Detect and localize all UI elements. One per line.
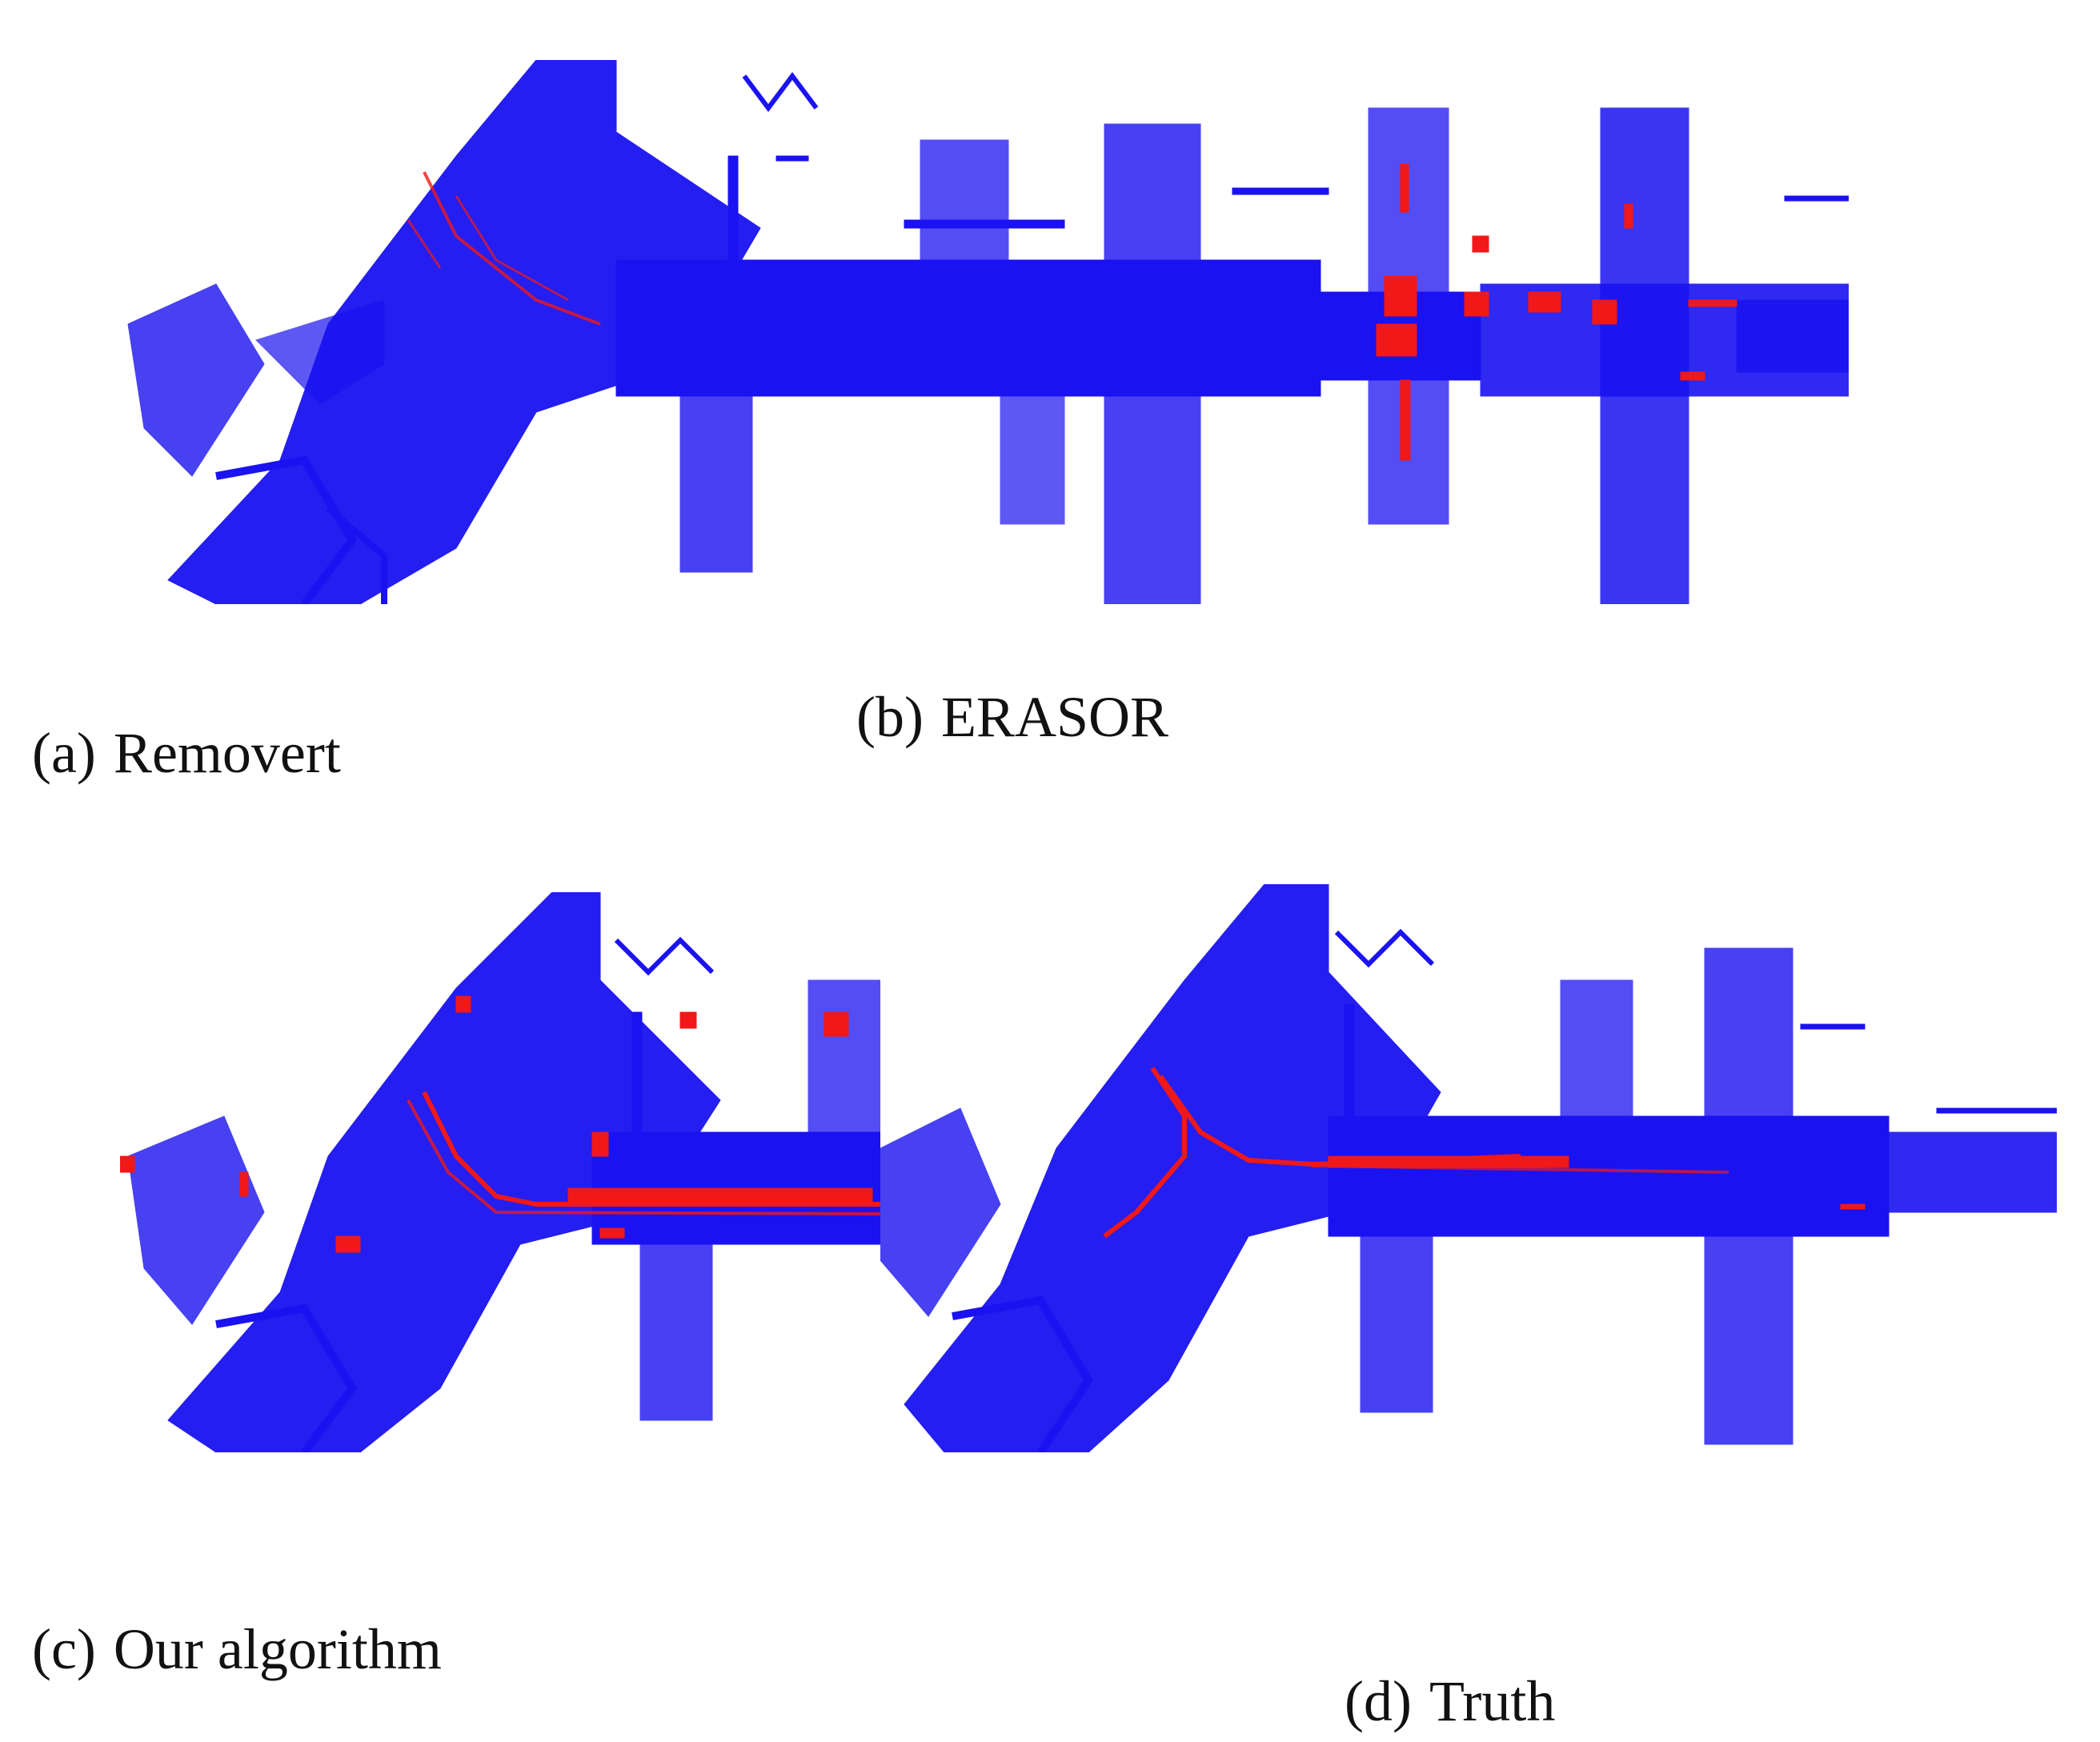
point-cloud-svg-top bbox=[127, 60, 1849, 604]
point-cloud-svg-d bbox=[880, 884, 2057, 1452]
caption-b-label: ERASOR bbox=[940, 685, 1169, 749]
caption-d-tag: (d) bbox=[1345, 1669, 1412, 1733]
point-cloud-map-d bbox=[880, 884, 2057, 1452]
caption-b: (b) ERASOR bbox=[856, 684, 1168, 751]
point-cloud-svg-c bbox=[120, 892, 880, 1452]
caption-c-tag: (c) bbox=[32, 1617, 96, 1681]
caption-a-tag: (a) bbox=[32, 721, 96, 785]
point-cloud-map-c bbox=[120, 892, 880, 1452]
caption-d: (d) Truth bbox=[1345, 1668, 1555, 1735]
caption-b-tag: (b) bbox=[856, 685, 924, 749]
caption-c: (c) Our algorithm bbox=[32, 1616, 442, 1683]
caption-d-label: Truth bbox=[1429, 1669, 1556, 1733]
caption-a-label: Removert bbox=[113, 721, 341, 785]
point-cloud-map-top bbox=[120, 60, 1849, 604]
caption-a: (a) Removert bbox=[32, 720, 341, 787]
caption-c-label: Our algorithm bbox=[113, 1617, 442, 1681]
